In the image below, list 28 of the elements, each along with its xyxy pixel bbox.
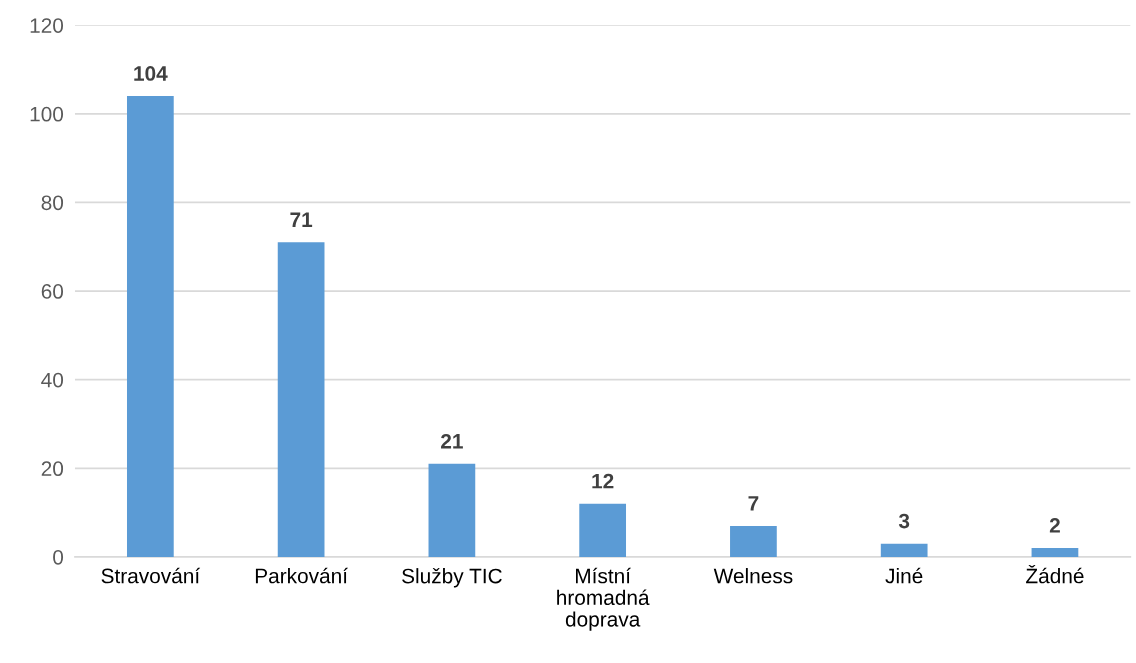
y-tick-label: 40	[41, 372, 64, 388]
bar	[428, 463, 476, 557]
y-tick-label: 100	[30, 106, 64, 122]
bar	[277, 242, 325, 557]
x-tick-label: Místní hromadná doprava	[557, 567, 650, 631]
x-tick-label: Welness	[713, 568, 793, 584]
y-tick-label: 80	[41, 195, 64, 211]
x-tick-label: Žádné	[1026, 564, 1084, 584]
x-tick-label: Parkování	[255, 567, 348, 584]
y-tick-label: 0	[53, 549, 64, 565]
data-label: 71	[290, 212, 313, 227]
y-tick-label: 60	[41, 284, 64, 299]
x-tick-label: Stravování	[101, 567, 201, 584]
bar	[1031, 548, 1079, 557]
data-label: 7	[748, 496, 759, 511]
y-tick-label: 20	[41, 461, 64, 477]
data-label: 21	[441, 433, 463, 449]
bar	[880, 543, 928, 557]
data-label: 12	[592, 473, 614, 489]
bar	[730, 525, 777, 557]
data-label: 104	[134, 66, 168, 81]
data-label: 2	[1049, 518, 1060, 533]
x-tick-label: Jiné	[885, 567, 923, 584]
bar	[126, 96, 174, 557]
data-label: 3	[898, 513, 910, 529]
y-tick-label: 120	[30, 18, 64, 33]
x-tick-label: Služby TIC	[402, 568, 502, 588]
bar	[579, 503, 627, 557]
